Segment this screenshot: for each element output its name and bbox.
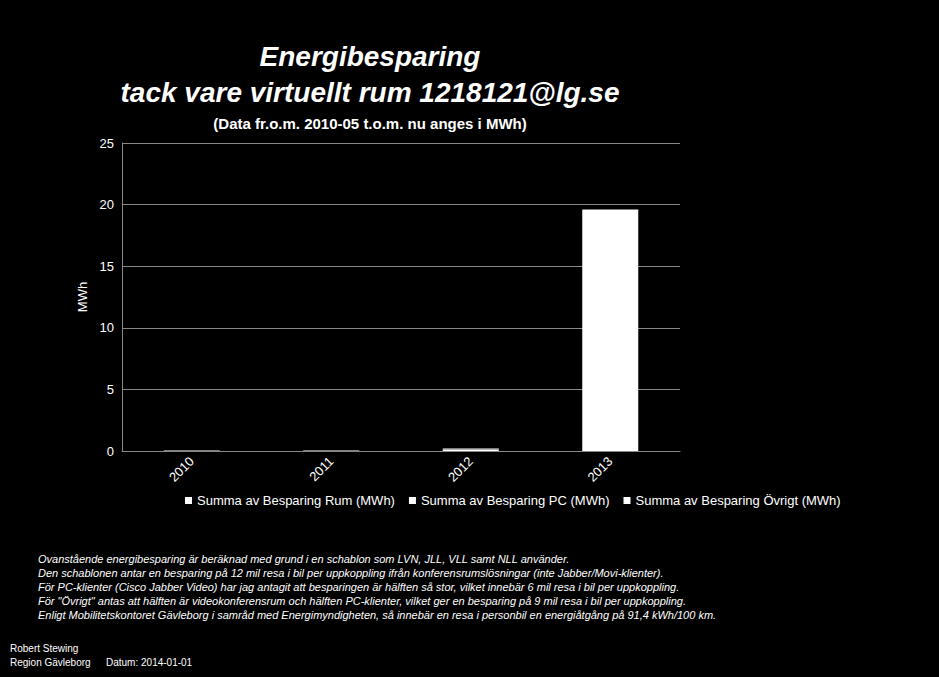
svg-text:Datum: 2014-01-01: Datum: 2014-01-01 [106, 657, 193, 668]
svg-text:tack vare virtuellt rum 121812: tack vare virtuellt rum 1218121@lg.se [121, 77, 620, 108]
svg-text:2013: 2013 [585, 454, 616, 485]
svg-text:(Data fr.o.m. 2010-05 t.o.m. n: (Data fr.o.m. 2010-05 t.o.m. nu anges i … [213, 115, 526, 132]
svg-text:För PC-klienter (Cisco Jabber: För PC-klienter (Cisco Jabber Video) har… [38, 581, 679, 593]
svg-text:2011: 2011 [306, 454, 336, 484]
svg-text:MWh: MWh [75, 282, 90, 312]
svg-text:Robert Stewing: Robert Stewing [10, 643, 78, 654]
svg-text:10: 10 [100, 320, 114, 335]
svg-text:2010: 2010 [166, 454, 197, 485]
svg-text:Enligt Mobilitetskontoret Gävl: Enligt Mobilitetskontoret Gävleborg i sa… [38, 609, 716, 621]
svg-text:25: 25 [100, 136, 114, 151]
svg-text:Energibesparing: Energibesparing [260, 41, 481, 72]
svg-text:Region Gävleborg: Region Gävleborg [10, 657, 91, 668]
svg-text:0: 0 [107, 444, 114, 459]
svg-text:Summa av Besparing Rum (MWh): Summa av Besparing Rum (MWh) [197, 493, 395, 508]
svg-text:20: 20 [100, 197, 114, 212]
svg-text:Ovanstående energibesparing är: Ovanstående energibesparing är beräknad … [38, 553, 569, 565]
svg-text:Summa av Besparing Övrigt (MWh: Summa av Besparing Övrigt (MWh) [635, 493, 840, 508]
svg-text:Den schablonen antar en bespar: Den schablonen antar en besparing på 12 … [38, 567, 664, 579]
svg-text:Summa av Besparing PC (MWh): Summa av Besparing PC (MWh) [421, 493, 610, 508]
svg-text:2012: 2012 [445, 454, 476, 485]
svg-text:15: 15 [100, 259, 114, 274]
svg-text:5: 5 [107, 382, 114, 397]
svg-text:För "Övrigt" antas att hälften: För "Övrigt" antas att hälften är videok… [38, 595, 686, 607]
